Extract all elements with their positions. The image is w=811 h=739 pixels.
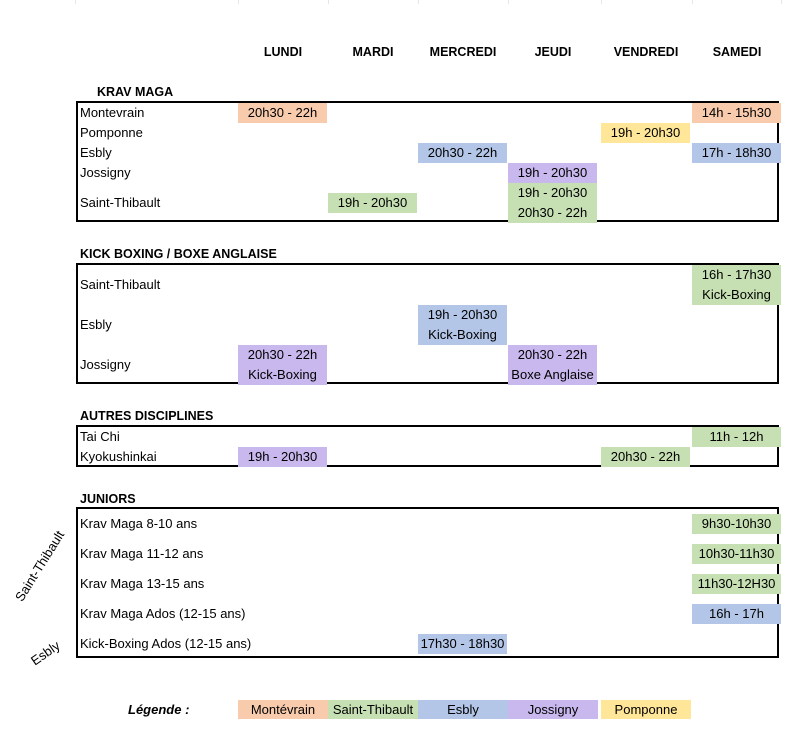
side-label-esbly: Esbly (28, 637, 63, 669)
schedule-cell: 19h - 20h30 (601, 123, 690, 143)
schedule-cell: 17h30 - 18h30 (418, 634, 507, 654)
schedule-cell: 20h30 - 22h (418, 143, 507, 163)
row-label: Krav Maga 13-15 ans (80, 576, 205, 591)
row-label: Esbly (80, 145, 112, 160)
legend-item-jossigny: Jossigny (508, 700, 598, 719)
legend-item-esbly: Esbly (418, 700, 508, 719)
day-header-mercredi: MERCREDI (429, 45, 497, 59)
schedule-cell: 19h - 20h30 (508, 183, 597, 203)
schedule-cell: 16h - 17h30 (692, 265, 781, 285)
section-title-juniors: JUNIORS (80, 492, 136, 506)
schedule-cell: 16h - 17h (692, 604, 781, 624)
row-label: Kick-Boxing Ados (12-15 ans) (80, 636, 252, 651)
gridline-mark (692, 0, 693, 4)
row-label: Krav Maga Ados (12-15 ans) (80, 606, 246, 621)
legend-item-pomponne: Pomponne (601, 700, 691, 719)
gridline-mark (781, 0, 782, 4)
row-label: Saint-Thibault (80, 277, 161, 292)
row-label: Krav Maga 11-12 ans (80, 546, 204, 561)
schedule-cell: 20h30 - 22h (508, 345, 597, 365)
gridline-mark (418, 0, 419, 4)
schedule-cell: 17h - 18h30 (692, 143, 781, 163)
schedule-cell: 20h30 - 22h (508, 203, 597, 223)
section-title-autres: AUTRES DISCIPLINES (80, 409, 214, 423)
legend-label: Légende : (128, 702, 190, 717)
gridline-mark (508, 0, 509, 4)
schedule-cell: Kick-Boxing (238, 365, 327, 385)
legend-item-montevrain: Montévrain (238, 700, 328, 719)
row-label: Montevrain (80, 105, 145, 120)
section-title-krav-maga: KRAV MAGA (97, 85, 174, 99)
day-header-vendredi: VENDREDI (613, 45, 679, 59)
gridline-mark (238, 0, 239, 4)
day-header-samedi: SAMEDI (712, 45, 762, 59)
day-header-lundi: LUNDI (263, 45, 303, 59)
row-label: Jossigny (80, 357, 131, 372)
gridline-mark (75, 0, 76, 4)
schedule-cell: 20h30 - 22h (238, 103, 327, 123)
row-label: Pomponne (80, 125, 143, 140)
row-label: Krav Maga 8-10 ans (80, 516, 198, 531)
schedule-cell: 19h - 20h30 (508, 163, 597, 183)
schedule-cell: 20h30 - 22h (238, 345, 327, 365)
row-label: Saint-Thibault (80, 195, 161, 210)
schedule-cell: 14h - 15h30 (692, 103, 781, 123)
schedule-cell: Kick-Boxing (418, 325, 507, 345)
side-label-saint-thibault: Saint-Thibault (12, 527, 68, 604)
schedule-cell: Boxe Anglaise (508, 365, 597, 385)
legend-item-saint-thibault: Saint-Thibault (328, 700, 418, 719)
row-label: Tai Chi (80, 429, 120, 444)
schedule-cell: 9h30-10h30 (692, 514, 781, 534)
schedule-cell: 20h30 - 22h (601, 447, 690, 467)
gridline-mark (601, 0, 602, 4)
schedule-cell: 19h - 20h30 (418, 305, 507, 325)
row-label: Kyokushinkai (80, 449, 157, 464)
schedule-cell: 11h30-12H30 (692, 574, 781, 594)
schedule-cell: Kick-Boxing (692, 285, 781, 305)
row-label: Jossigny (80, 165, 131, 180)
schedule-cell: 19h - 20h30 (238, 447, 327, 467)
schedule-cell: 19h - 20h30 (328, 193, 417, 213)
row-label: Esbly (80, 317, 112, 332)
schedule-cell: 10h30-11h30 (692, 544, 781, 564)
section-title-kick-boxing: KICK BOXING / BOXE ANGLAISE (80, 247, 277, 261)
day-header-jeudi: JEUDI (534, 45, 572, 59)
day-header-mardi: MARDI (352, 45, 394, 59)
section-table-kick-boxing (76, 263, 779, 384)
gridline-mark (328, 0, 329, 4)
schedule-cell: 11h - 12h (692, 427, 781, 447)
